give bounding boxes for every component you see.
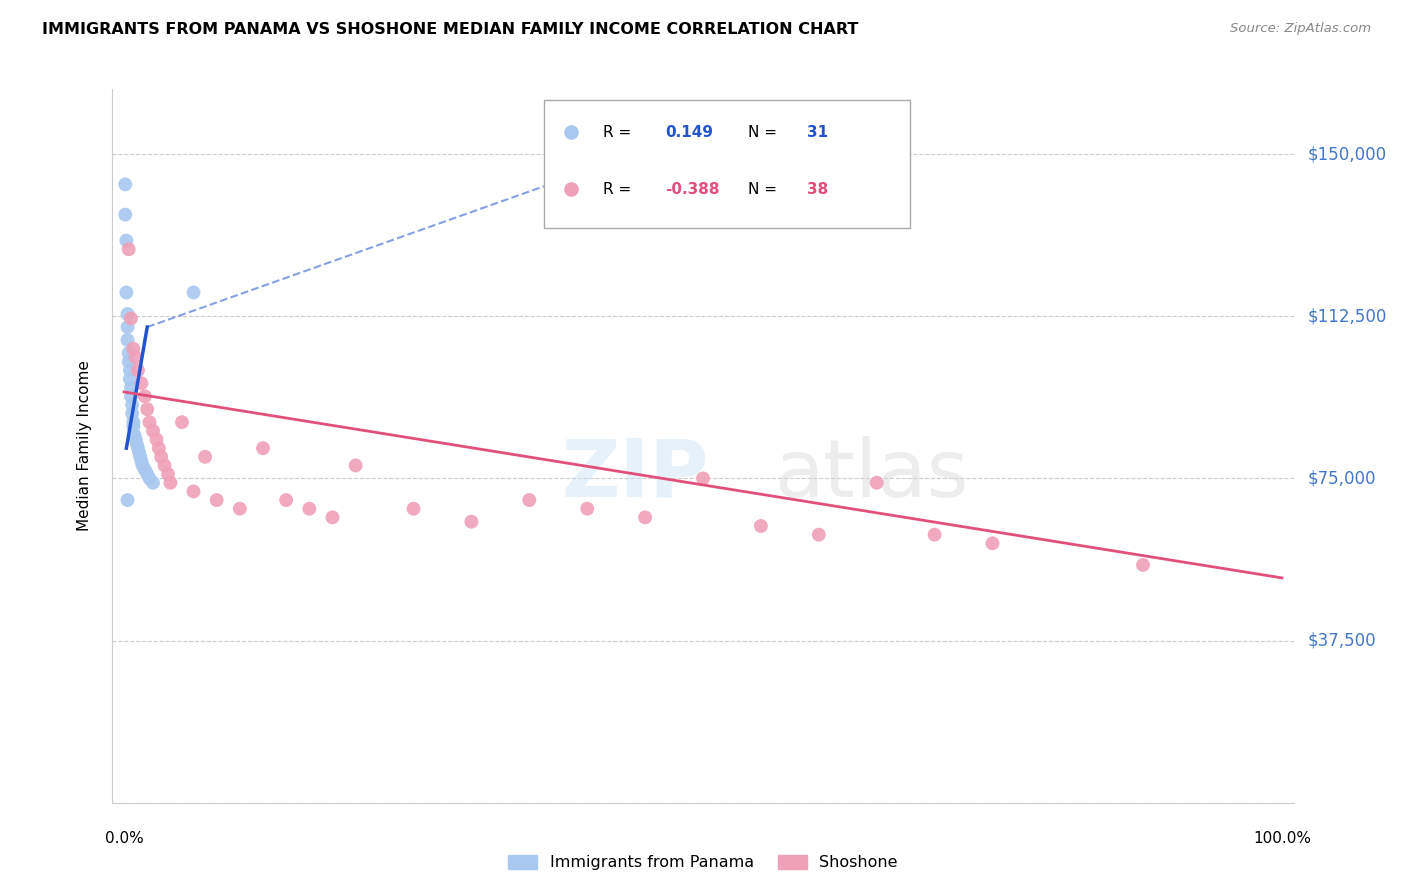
Point [576, 501, 599, 516]
Point [142, 424, 165, 438]
Point [125, 437, 148, 451]
Point [183, 285, 205, 300]
Point [562, 796, 585, 810]
Point [138, 471, 160, 485]
Point [124, 351, 146, 365]
Text: -0.388: -0.388 [665, 182, 720, 196]
Point [124, 428, 146, 442]
Point [460, 515, 482, 529]
Point [118, 363, 141, 377]
Point [150, 450, 173, 464]
Point [866, 475, 889, 490]
Point [170, 415, 193, 429]
Text: 38: 38 [807, 182, 828, 196]
Text: N =: N = [748, 182, 778, 196]
Point [562, 796, 585, 810]
Point [122, 342, 145, 356]
Point [118, 242, 141, 256]
Point [131, 454, 153, 468]
Point [134, 389, 156, 403]
Point [1132, 558, 1154, 572]
Point [148, 441, 170, 455]
Point [122, 419, 145, 434]
Point [276, 493, 298, 508]
Point [120, 389, 142, 403]
Point [115, 234, 138, 248]
Point [117, 320, 139, 334]
Text: $37,500: $37,500 [1308, 632, 1376, 649]
Point [634, 510, 657, 524]
Text: Source: ZipAtlas.com: Source: ZipAtlas.com [1230, 22, 1371, 36]
Point [131, 376, 153, 391]
Point [194, 450, 217, 464]
Point [117, 333, 139, 347]
Point [134, 463, 156, 477]
Point [924, 527, 946, 541]
Point [129, 450, 152, 464]
Point [252, 441, 274, 455]
Point [120, 381, 142, 395]
Text: 0.149: 0.149 [665, 125, 713, 139]
Point [138, 415, 160, 429]
Point [142, 475, 165, 490]
Text: $75,000: $75,000 [1308, 469, 1376, 487]
Text: 100.0%: 100.0% [1253, 830, 1310, 846]
Point [121, 407, 143, 421]
Text: $112,500: $112,500 [1308, 307, 1386, 326]
Point [205, 493, 228, 508]
Point [402, 501, 425, 516]
Text: $150,000: $150,000 [1308, 145, 1386, 163]
Text: ZIP: ZIP [561, 435, 709, 514]
Point [114, 178, 136, 192]
Point [981, 536, 1004, 550]
Point [692, 471, 714, 485]
Point [115, 285, 138, 300]
Point [122, 415, 145, 429]
Point [153, 458, 176, 473]
Point [118, 354, 141, 368]
Point [118, 346, 141, 360]
Point [131, 458, 153, 473]
Y-axis label: Median Family Income: Median Family Income [77, 360, 91, 532]
Text: 0.0%: 0.0% [104, 830, 143, 846]
Point [127, 363, 149, 377]
Point [117, 493, 139, 508]
Point [183, 484, 205, 499]
Point [128, 445, 150, 459]
Text: N =: N = [748, 125, 778, 139]
Point [749, 519, 772, 533]
Point [124, 433, 146, 447]
Point [517, 493, 540, 508]
Point [145, 433, 167, 447]
Text: IMMIGRANTS FROM PANAMA VS SHOSHONE MEDIAN FAMILY INCOME CORRELATION CHART: IMMIGRANTS FROM PANAMA VS SHOSHONE MEDIA… [42, 22, 859, 37]
Point [229, 501, 252, 516]
Point [807, 527, 830, 541]
Text: atlas: atlas [773, 435, 969, 514]
Point [159, 475, 181, 490]
Point [136, 467, 159, 482]
Text: 31: 31 [807, 125, 828, 139]
Point [298, 501, 321, 516]
Point [118, 372, 141, 386]
Text: R =: R = [603, 125, 631, 139]
Point [321, 510, 343, 524]
Point [121, 398, 143, 412]
Text: R =: R = [603, 182, 631, 196]
Point [136, 402, 159, 417]
Point [117, 307, 139, 321]
Point [157, 467, 180, 482]
Point [127, 441, 149, 455]
Point [120, 311, 142, 326]
Point [344, 458, 367, 473]
Point [114, 208, 136, 222]
FancyBboxPatch shape [544, 100, 910, 228]
Legend: Immigrants from Panama, Shoshone: Immigrants from Panama, Shoshone [502, 848, 904, 877]
